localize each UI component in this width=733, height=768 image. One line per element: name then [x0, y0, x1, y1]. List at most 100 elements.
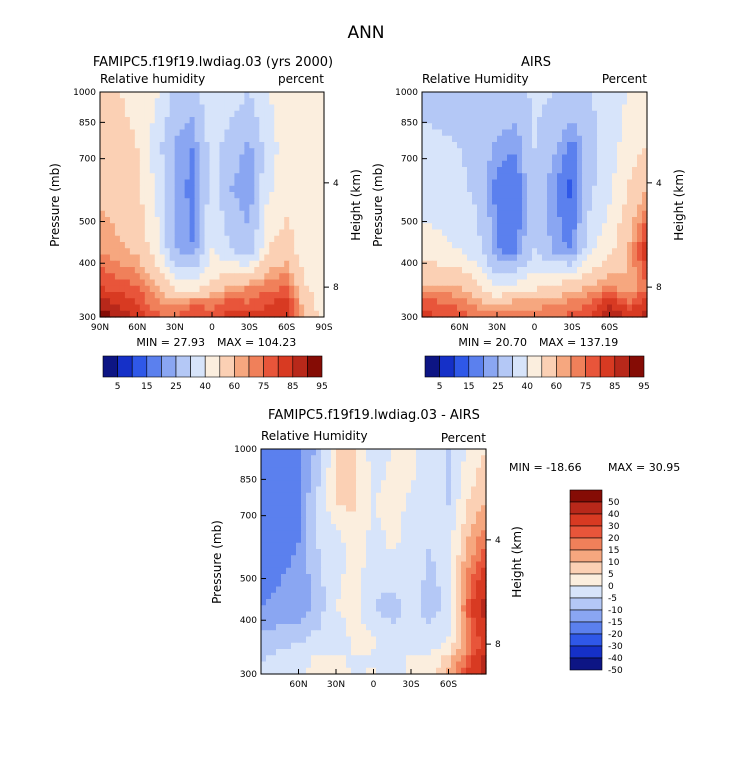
heatmap-cell	[577, 210, 583, 218]
heatmap-cell	[607, 273, 613, 281]
heatmap-cell	[209, 254, 216, 262]
heatmap-cell	[144, 179, 151, 187]
heatmap-cell	[314, 185, 320, 193]
heatmap-cell	[462, 123, 468, 131]
heatmap-cell	[532, 92, 538, 99]
heatmap-cell	[286, 511, 292, 519]
heatmap-cell	[119, 154, 126, 162]
heatmap-cell	[607, 192, 613, 199]
heatmap-cell	[284, 173, 290, 181]
heatmap-cell	[416, 449, 422, 456]
heatmap-cell	[164, 204, 171, 212]
heatmap-cell	[492, 223, 498, 231]
heatmap-cell	[472, 267, 478, 274]
heatmap-cell	[326, 480, 332, 488]
heatmap-cell	[476, 455, 482, 463]
heatmap-cell	[314, 223, 320, 231]
heatmap-cell	[637, 285, 643, 293]
heatmap-cell	[209, 167, 216, 174]
heatmap-cell	[314, 167, 320, 174]
heatmap-cell	[632, 198, 638, 206]
heatmap-cell	[194, 185, 201, 193]
heatmap-cell	[351, 549, 357, 556]
heatmap-cell	[436, 536, 442, 544]
heatmap-cell	[527, 123, 533, 131]
heatmap-cell	[149, 129, 156, 137]
heatmap-cell	[326, 599, 332, 606]
heatmap-cell	[456, 449, 462, 456]
heatmap-cell	[319, 285, 325, 293]
heatmap-cell	[301, 617, 307, 625]
heatmap-cell	[461, 517, 467, 525]
heatmap-cell	[331, 636, 337, 644]
heatmap-cell	[291, 642, 297, 650]
heatmap-cell	[184, 179, 191, 187]
heatmap-cell	[592, 98, 598, 106]
heatmap-cell	[286, 611, 292, 619]
heatmap-cell	[547, 198, 553, 206]
heatmap-cell	[507, 160, 513, 168]
heatmap-cell	[254, 310, 260, 318]
heatmap-cell	[466, 480, 472, 488]
heatmap-cell	[199, 267, 206, 274]
colorbar-label: 95	[638, 382, 649, 392]
heatmap-cell	[406, 667, 412, 675]
heatmap-cell	[214, 92, 221, 99]
heatmap-cell	[507, 310, 513, 318]
heatmap-cell	[386, 649, 392, 656]
heatmap-cell	[309, 142, 315, 149]
heatmap-cell	[326, 655, 332, 663]
heatmap-cell	[209, 242, 216, 249]
heatmap-cell	[537, 173, 543, 181]
heatmap-cell	[627, 98, 633, 106]
heatmap-cell	[306, 480, 312, 488]
heatmap-cell	[587, 185, 593, 193]
heatmap-cell	[284, 179, 290, 187]
heatmap-cell	[134, 273, 141, 281]
heatmap-cell	[194, 223, 201, 231]
heatmap-cell	[477, 179, 483, 187]
heatmap-cell	[179, 260, 186, 268]
heatmap-cell	[562, 192, 568, 199]
heatmap-cell	[567, 242, 573, 249]
heatmap-cell	[266, 611, 272, 619]
heatmap-cell	[547, 110, 553, 118]
colorbar-swatch	[204, 355, 221, 378]
heatmap-cell	[587, 98, 593, 106]
heatmap-cell	[587, 217, 593, 224]
heatmap-cell	[622, 129, 628, 137]
heatmap-cell	[271, 536, 277, 544]
heatmap-cell	[361, 599, 367, 606]
heatmap-cell	[562, 167, 568, 174]
heatmap-cell	[169, 110, 176, 118]
heatmap-cell	[462, 292, 468, 299]
heatmap-cell	[517, 160, 523, 168]
heatmap-cell	[617, 267, 623, 274]
heatmap-cell	[169, 260, 176, 268]
heatmap-cell	[466, 474, 472, 481]
heatmap-cell	[314, 235, 320, 243]
heatmap-cell	[567, 192, 573, 199]
heatmap-cell	[149, 142, 156, 149]
heatmap-cell	[124, 248, 131, 256]
heatmap-cell	[587, 123, 593, 131]
heatmap-cell	[467, 304, 473, 312]
heatmap-cell	[592, 148, 598, 156]
heatmap-cell	[401, 561, 407, 569]
heatmap-cell	[124, 254, 131, 262]
heatmap-cell	[396, 655, 402, 663]
heatmap-cell	[527, 154, 533, 162]
heatmap-cell	[164, 298, 171, 306]
heatmap-cell	[274, 235, 280, 243]
heatmap-cell	[411, 530, 417, 538]
heatmap-cell	[416, 592, 422, 600]
heatmap-cell	[376, 599, 382, 606]
heatmap-cell	[396, 561, 402, 569]
heatmap-cell	[264, 179, 270, 187]
heatmap-cell	[356, 655, 362, 663]
heatmap-cell	[487, 123, 493, 131]
heatmap-cell	[461, 455, 467, 463]
heatmap-cell	[457, 279, 463, 287]
heatmap-cell	[254, 142, 260, 149]
heatmap-cell	[476, 517, 482, 525]
